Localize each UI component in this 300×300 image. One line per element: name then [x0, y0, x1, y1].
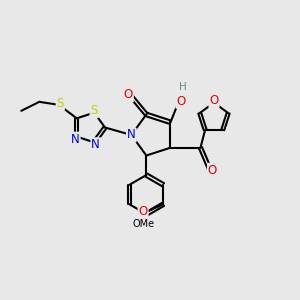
Text: O: O [124, 88, 133, 101]
Text: S: S [91, 104, 98, 117]
Text: O: O [208, 164, 217, 177]
Text: N: N [127, 128, 136, 142]
Text: O: O [139, 205, 148, 218]
Text: H: H [178, 82, 186, 92]
Text: OMe: OMe [132, 219, 154, 230]
Text: N: N [71, 133, 80, 146]
Text: O: O [176, 95, 186, 108]
Text: N: N [91, 138, 100, 151]
Text: S: S [57, 97, 64, 110]
Text: O: O [209, 94, 219, 107]
